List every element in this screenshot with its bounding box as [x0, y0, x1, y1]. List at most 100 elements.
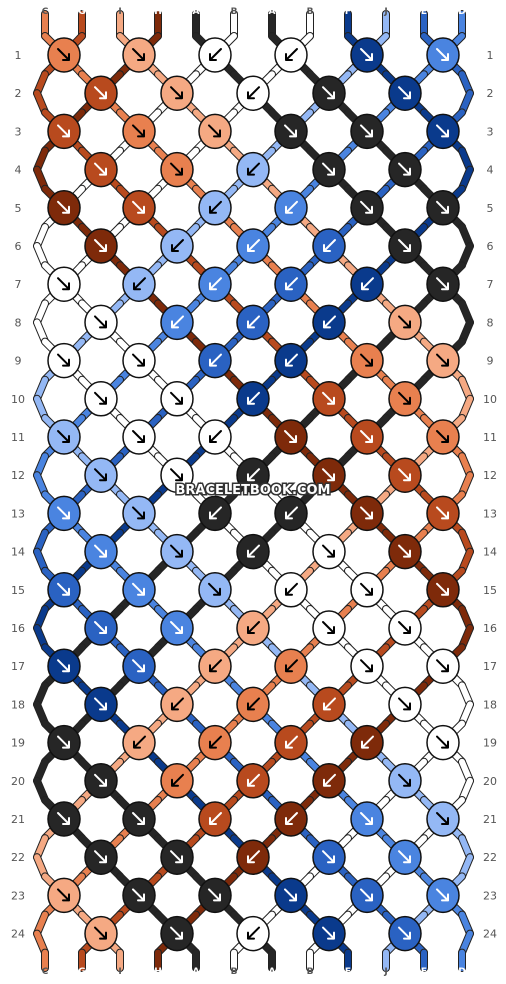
knot	[388, 457, 422, 493]
arrow-down-left-icon	[209, 506, 222, 520]
knot	[47, 113, 81, 150]
arrow-down-right-icon	[94, 315, 107, 329]
knot	[160, 228, 194, 264]
row-number-left: 14	[11, 546, 25, 559]
arrow-down-right-icon	[436, 430, 449, 443]
arrow-down-right-icon	[57, 48, 70, 61]
knot	[312, 75, 346, 111]
arrow-down-left-icon	[247, 850, 260, 864]
arrow-down-right-icon	[322, 544, 335, 558]
knot	[274, 877, 308, 914]
knot	[84, 381, 118, 417]
arrow-down-left-icon	[209, 48, 222, 61]
arrow-down-right-icon	[94, 773, 107, 787]
knot	[47, 572, 81, 608]
knot	[312, 304, 346, 341]
knot	[426, 877, 460, 914]
arrow-down-right-icon	[436, 277, 449, 291]
knot	[350, 495, 384, 532]
knot	[426, 113, 460, 150]
arrow-down-left-icon	[247, 391, 260, 405]
arrow-down-right-icon	[132, 888, 145, 902]
arrow-down-right-icon	[398, 86, 411, 100]
knot	[160, 151, 194, 188]
row-number-left: 17	[11, 660, 25, 673]
strand-label-top: G	[78, 7, 85, 17]
row-number-left: 11	[11, 431, 25, 444]
arrow-down-left-icon	[247, 621, 260, 634]
knot	[274, 572, 308, 608]
knot	[388, 915, 422, 952]
knot	[122, 190, 156, 226]
arrow-down-right-icon	[322, 391, 335, 405]
strand-label-bottom: J	[383, 967, 387, 977]
row-number-left: 10	[11, 393, 25, 406]
arrow-down-left-icon	[247, 926, 260, 940]
knot	[198, 801, 232, 837]
knot	[274, 419, 308, 455]
knot	[426, 572, 460, 608]
arrow-down-left-icon	[285, 48, 298, 61]
row-number-right: 5	[487, 202, 494, 215]
arrow-down-right-icon	[436, 888, 449, 902]
arrow-down-right-icon	[436, 582, 449, 596]
arrow-down-right-icon	[94, 86, 107, 100]
arrow-down-right-icon	[57, 353, 70, 367]
arrow-down-left-icon	[209, 812, 222, 825]
knot	[84, 839, 118, 875]
row-number-left: 12	[11, 469, 25, 482]
knot	[236, 763, 270, 799]
arrow-down-left-icon	[209, 430, 222, 443]
arrow-down-right-icon	[360, 812, 373, 825]
arrow-down-right-icon	[360, 48, 373, 61]
knot	[47, 724, 81, 761]
row-number-left: 5	[15, 202, 22, 215]
strand-label-bottom: B	[231, 967, 238, 977]
arrow-down-left-icon	[247, 239, 260, 252]
knot	[84, 610, 118, 646]
strand-label-top: A	[269, 7, 276, 17]
arrow-down-right-icon	[170, 621, 183, 634]
arrow-down-left-icon	[133, 277, 146, 291]
knot	[47, 419, 81, 455]
knot	[160, 457, 194, 493]
row-number-right: 6	[487, 240, 494, 253]
arrow-down-right-icon	[94, 544, 107, 558]
knot	[274, 37, 308, 73]
knot	[312, 763, 346, 799]
row-number-right: 12	[483, 469, 497, 482]
knot	[160, 915, 194, 952]
arrow-down-right-icon	[436, 812, 449, 825]
strand-label-bottom: C	[42, 967, 49, 977]
arrow-down-right-icon	[170, 544, 183, 558]
arrow-down-left-icon	[247, 162, 260, 176]
arrow-down-right-icon	[436, 200, 449, 214]
strand-label-top: H	[154, 7, 162, 17]
arrow-down-right-icon	[360, 353, 373, 367]
arrow-down-right-icon	[322, 621, 335, 634]
knot	[198, 190, 232, 226]
arrow-down-right-icon	[94, 391, 107, 405]
strand-label-bottom: B	[307, 967, 314, 977]
arrow-down-left-icon	[323, 773, 336, 787]
strand-label-bottom: G	[78, 967, 85, 977]
row-number-left: 6	[15, 240, 22, 253]
row-number-right: 24	[483, 928, 497, 941]
knot	[236, 304, 270, 341]
row-number-right: 22	[483, 851, 497, 864]
knot	[198, 877, 232, 914]
watermark: BRACELETBOOK.COM	[176, 483, 331, 498]
knot	[350, 190, 384, 226]
knot	[388, 610, 422, 646]
strand-label-bottom: D	[458, 967, 465, 977]
arrow-down-left-icon	[209, 353, 222, 367]
row-number-left: 1	[15, 49, 22, 62]
row-number-right: 21	[483, 813, 497, 826]
arrow-down-left-icon	[209, 277, 222, 291]
row-number-right: 13	[483, 507, 497, 520]
arrow-down-right-icon	[57, 277, 70, 291]
arrow-down-right-icon	[360, 659, 373, 673]
arrow-down-left-icon	[323, 315, 336, 329]
strand-label-bottom: I	[118, 967, 121, 977]
